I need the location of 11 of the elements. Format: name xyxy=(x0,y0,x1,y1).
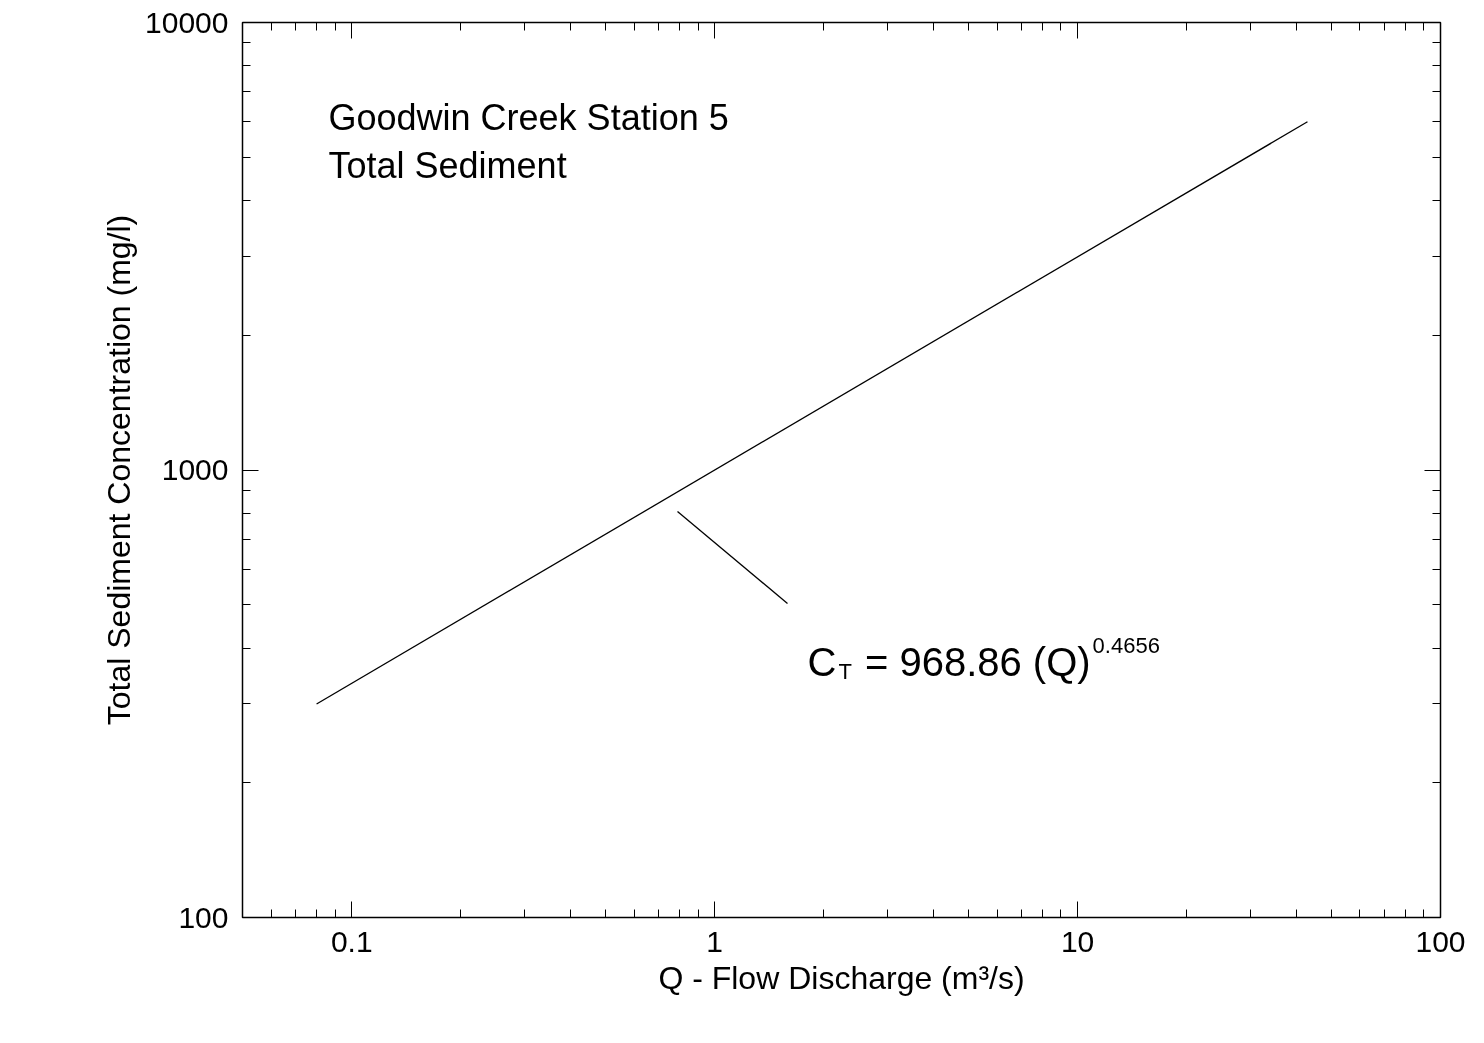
text: Goodwin Creek Station 5 xyxy=(328,97,729,138)
x-tick-label: 0.1 xyxy=(330,924,373,958)
x-axis-title: Q - Flow Discharge (m³/s) xyxy=(658,959,1025,996)
y-tick-label: 1000 xyxy=(161,453,229,486)
y-tick-label: 10000 xyxy=(145,5,229,39)
x-tick-label: 10 xyxy=(1060,924,1095,958)
y-tick-label: 100 xyxy=(178,900,229,934)
x-tick-label: 100 xyxy=(1415,924,1466,958)
y-axis-title: Total Sediment Concentration (mg/l) xyxy=(101,214,138,726)
x-tick-label: 1 xyxy=(706,924,724,958)
text: Total Sediment xyxy=(328,145,567,186)
